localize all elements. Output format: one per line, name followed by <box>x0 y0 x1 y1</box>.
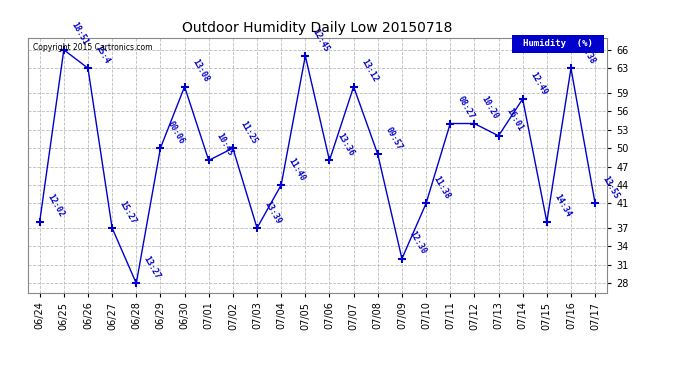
Text: 11:40: 11:40 <box>287 156 307 182</box>
Text: 13:27: 13:27 <box>142 254 162 280</box>
Text: 12:30: 12:30 <box>408 230 428 256</box>
Text: 11:25: 11:25 <box>239 119 259 146</box>
Text: 10:20: 10:20 <box>480 94 500 121</box>
Text: Copyright 2015 Cartronics.com: Copyright 2015 Cartronics.com <box>33 43 153 52</box>
Text: 12:49: 12:49 <box>529 70 549 96</box>
Text: 14:34: 14:34 <box>553 193 573 219</box>
Text: 12:02: 12:02 <box>46 193 66 219</box>
Text: 13:55: 13:55 <box>601 174 621 201</box>
Text: 12:45: 12:45 <box>311 27 331 53</box>
Text: 11:38: 11:38 <box>432 174 452 201</box>
Title: Outdoor Humidity Daily Low 20150718: Outdoor Humidity Daily Low 20150718 <box>182 21 453 35</box>
Text: 13:38: 13:38 <box>577 39 597 66</box>
Text: 13:12: 13:12 <box>359 58 380 84</box>
Text: 09:57: 09:57 <box>384 125 404 152</box>
Text: 00:06: 00:06 <box>166 119 186 146</box>
Text: 15:27: 15:27 <box>118 199 138 225</box>
Text: 16:01: 16:01 <box>504 107 524 133</box>
Text: 13:36: 13:36 <box>335 132 355 158</box>
Text: 18:51: 18:51 <box>70 21 90 47</box>
Text: 13:08: 13:08 <box>190 58 210 84</box>
Text: 10:45: 10:45 <box>215 132 235 158</box>
Text: 13:39: 13:39 <box>263 199 283 225</box>
Text: 15:4: 15:4 <box>94 44 111 66</box>
Text: 08:27: 08:27 <box>456 94 476 121</box>
